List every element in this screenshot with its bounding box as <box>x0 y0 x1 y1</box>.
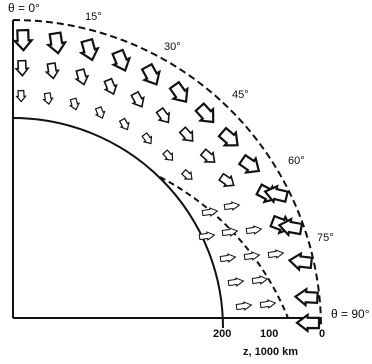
flow-arrow <box>118 117 130 131</box>
flow-arrow <box>198 231 216 241</box>
flow-arrow <box>162 149 174 161</box>
flow-arrow <box>180 168 193 180</box>
flow-arrow <box>267 249 285 259</box>
partial-dashed-arc <box>159 176 289 319</box>
flow-arrow <box>74 68 90 86</box>
flow-arrow <box>15 89 27 103</box>
flow-arrow <box>227 277 245 287</box>
angle-tick-15: 15° <box>85 11 102 23</box>
flow-arrow <box>237 153 261 174</box>
flow-arrow <box>45 31 68 55</box>
outer-boundary-arc <box>12 19 322 329</box>
flow-arrow <box>168 80 189 103</box>
flow-arrow <box>201 207 219 217</box>
flow-arrow <box>259 299 277 309</box>
flow-arrow <box>219 253 237 263</box>
flow-arrow <box>110 48 132 73</box>
depth-tick-0: 0 <box>319 328 325 340</box>
flow-arrow <box>12 28 35 52</box>
depth-tick-200: 200 <box>213 328 231 340</box>
theta-ninety-label: θ = 90° <box>331 307 370 321</box>
flow-arrow <box>221 227 239 237</box>
flow-arrow <box>245 225 263 235</box>
flow-arrow <box>178 126 194 142</box>
flow-arrow <box>103 77 118 96</box>
flow-arrow <box>218 172 235 188</box>
flow-arrow <box>243 251 261 261</box>
flow-arrow <box>277 217 304 238</box>
flow-arrow <box>287 251 314 272</box>
flow-arrows <box>12 28 321 334</box>
inner-boundary-arc <box>12 117 224 329</box>
flow-arrow <box>235 301 253 311</box>
flow-arrow <box>140 62 161 86</box>
theta-zero-label: θ = 0° <box>8 1 40 15</box>
flow-arrow <box>295 312 321 334</box>
angle-tick-60: 60° <box>288 155 305 167</box>
flow-arrow <box>130 90 145 108</box>
flow-arrow <box>78 37 100 62</box>
flow-arrow <box>94 106 106 119</box>
flow-arrow <box>14 59 30 77</box>
flow-arrow <box>263 184 290 205</box>
flow-arrow <box>223 201 241 211</box>
flow-arrow <box>251 275 269 285</box>
flow-arrow <box>199 148 216 163</box>
flow-arrow <box>155 106 170 124</box>
depth-tick-100: 100 <box>260 328 278 340</box>
angle-tick-30: 30° <box>164 41 181 53</box>
angle-tick-75: 75° <box>317 232 334 244</box>
flow-arrow <box>194 101 215 124</box>
depth-axis-label: z, 1000 km <box>243 346 298 358</box>
flow-arrow <box>68 97 81 111</box>
flow-arrow <box>293 287 319 308</box>
angle-tick-45: 45° <box>232 89 249 101</box>
flow-arrow <box>217 126 239 147</box>
flow-arrow <box>42 92 54 106</box>
flow-arrow <box>44 62 60 80</box>
flow-arrow <box>141 132 153 145</box>
